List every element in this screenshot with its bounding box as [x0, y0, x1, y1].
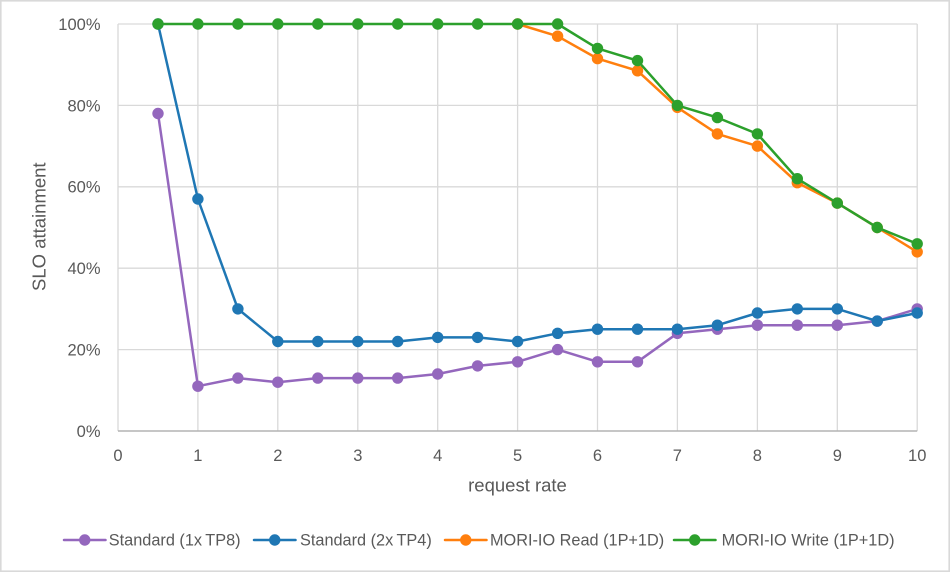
svg-text:40%: 40%: [67, 260, 100, 278]
svg-text:60%: 60%: [67, 179, 100, 197]
svg-text:SLO attainment: SLO attainment: [28, 162, 49, 291]
svg-text:6: 6: [593, 447, 602, 465]
svg-text:MORI-IO Read (1P+1D): MORI-IO Read (1P+1D): [490, 531, 664, 549]
svg-text:5: 5: [513, 447, 522, 465]
svg-text:Standard (1x TP8): Standard (1x TP8): [109, 531, 241, 549]
svg-text:10: 10: [908, 447, 926, 465]
svg-text:MORI-IO Write (1P+1D): MORI-IO Write (1P+1D): [722, 531, 895, 549]
svg-text:8: 8: [753, 447, 762, 465]
svg-text:80%: 80%: [67, 97, 100, 115]
svg-text:9: 9: [833, 447, 842, 465]
svg-text:4: 4: [433, 447, 442, 465]
svg-text:0%: 0%: [77, 423, 101, 441]
svg-text:20%: 20%: [67, 342, 100, 360]
svg-text:request rate: request rate: [468, 475, 567, 496]
svg-text:Standard (2x TP4): Standard (2x TP4): [300, 531, 432, 549]
svg-text:100%: 100%: [58, 16, 101, 34]
svg-text:0: 0: [113, 447, 122, 465]
svg-text:3: 3: [353, 447, 362, 465]
svg-text:2: 2: [273, 447, 282, 465]
svg-text:1: 1: [193, 447, 202, 465]
svg-text:7: 7: [673, 447, 682, 465]
